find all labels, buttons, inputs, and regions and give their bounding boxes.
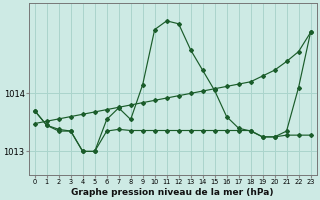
X-axis label: Graphe pression niveau de la mer (hPa): Graphe pression niveau de la mer (hPa) [71, 188, 274, 197]
